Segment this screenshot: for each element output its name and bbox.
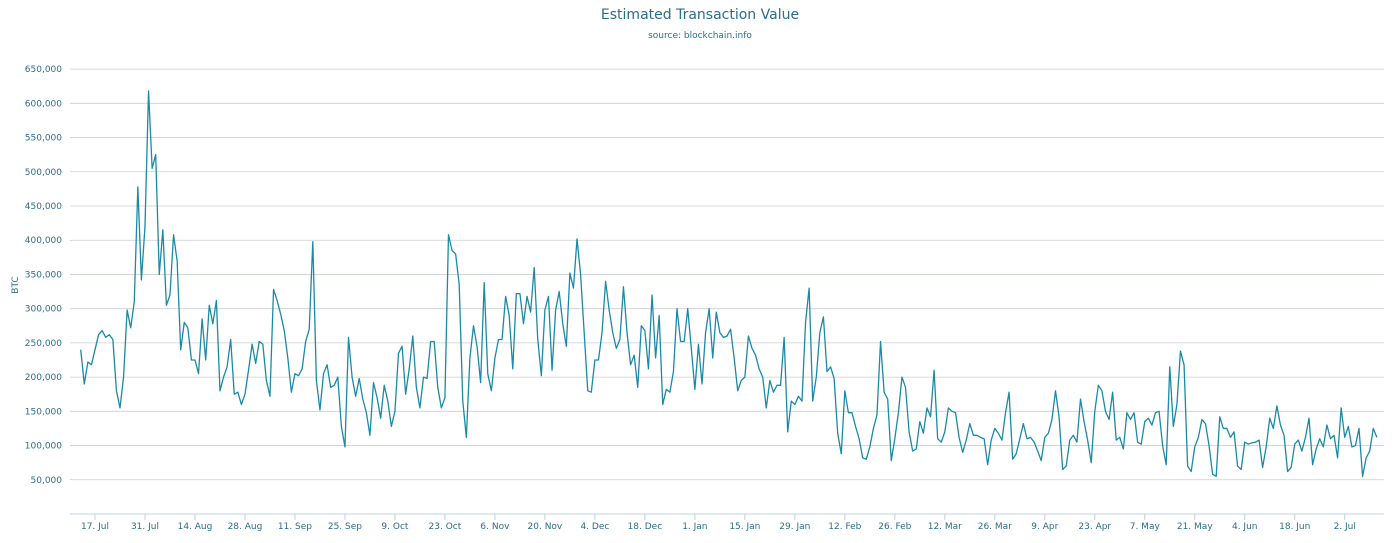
y-tick-label: 450,000 — [25, 202, 62, 212]
y-tick-label: 400,000 — [25, 236, 62, 246]
x-tick-label: 4. Dec — [580, 522, 609, 532]
y-tick-label: 200,000 — [25, 373, 62, 383]
x-tick-label: 20. Nov — [528, 522, 563, 532]
y-tick-label: 300,000 — [25, 305, 62, 315]
y-tick-label: 250,000 — [25, 339, 62, 349]
x-tick-label: 25. Sep — [328, 522, 362, 532]
x-tick-label: 2. Jul — [1334, 522, 1356, 532]
y-tick-label: 350,000 — [25, 270, 62, 280]
y-tick-label: 600,000 — [25, 99, 62, 109]
gridlines — [70, 68, 1384, 481]
x-tick-label: 17. Jul — [81, 522, 109, 532]
x-axis: 17. Jul 31. Jul 14. Aug 28. Aug 11. Sep 25. S… — [70, 513, 1384, 532]
y-tick-label: 650,000 — [25, 65, 62, 75]
x-tick-label: 23. Apr — [1078, 522, 1111, 532]
y-tick-label: 150,000 — [25, 407, 62, 417]
x-tick-label: 9. Apr — [1031, 522, 1058, 532]
y-tick-label: 500,000 — [25, 168, 62, 178]
x-tick-label: 23. Oct — [429, 522, 462, 532]
x-tick-label: 11. Sep — [278, 522, 312, 532]
x-tick-label: 31. Jul — [131, 522, 159, 532]
x-tick-label: 21. May — [1177, 522, 1213, 532]
x-tick-label: 15. Jan — [729, 522, 760, 532]
x-tick-label: 7. May — [1130, 522, 1161, 532]
x-tick-label: 14. Aug — [178, 522, 213, 532]
y-tick-label: 50,000 — [31, 476, 63, 486]
chart-subtitle: source: blockchain.info — [648, 31, 752, 41]
x-tick-label: 26. Feb — [878, 522, 911, 532]
x-tick-label: 4. Jun — [1232, 522, 1258, 532]
y-axis-title: BTC — [11, 276, 21, 293]
y-tick-label: 550,000 — [25, 134, 62, 144]
x-tick-label: 1. Jan — [682, 522, 707, 532]
chart-title: Estimated Transaction Value — [601, 7, 799, 23]
x-tick-label: 18. Dec — [628, 522, 663, 532]
x-tick-label: 28. Aug — [228, 522, 263, 532]
x-tick-label: 29. Jan — [779, 522, 810, 532]
y-tick-label: 100,000 — [25, 442, 62, 452]
x-tick-label: 9. Oct — [381, 522, 408, 532]
x-tick-label: 18. Jun — [1279, 522, 1310, 532]
x-tick-label: 12. Mar — [928, 522, 962, 532]
x-tick-label: 26. Mar — [978, 522, 1012, 532]
y-axis-ticks: 50,000 100,000 150,000 200,000 250,000 300,00… — [25, 65, 62, 486]
x-tick-label: 6. Nov — [480, 522, 510, 532]
series-line — [80, 90, 1378, 478]
series-group — [80, 90, 1378, 478]
x-tick-label: 12. Feb — [828, 522, 861, 532]
